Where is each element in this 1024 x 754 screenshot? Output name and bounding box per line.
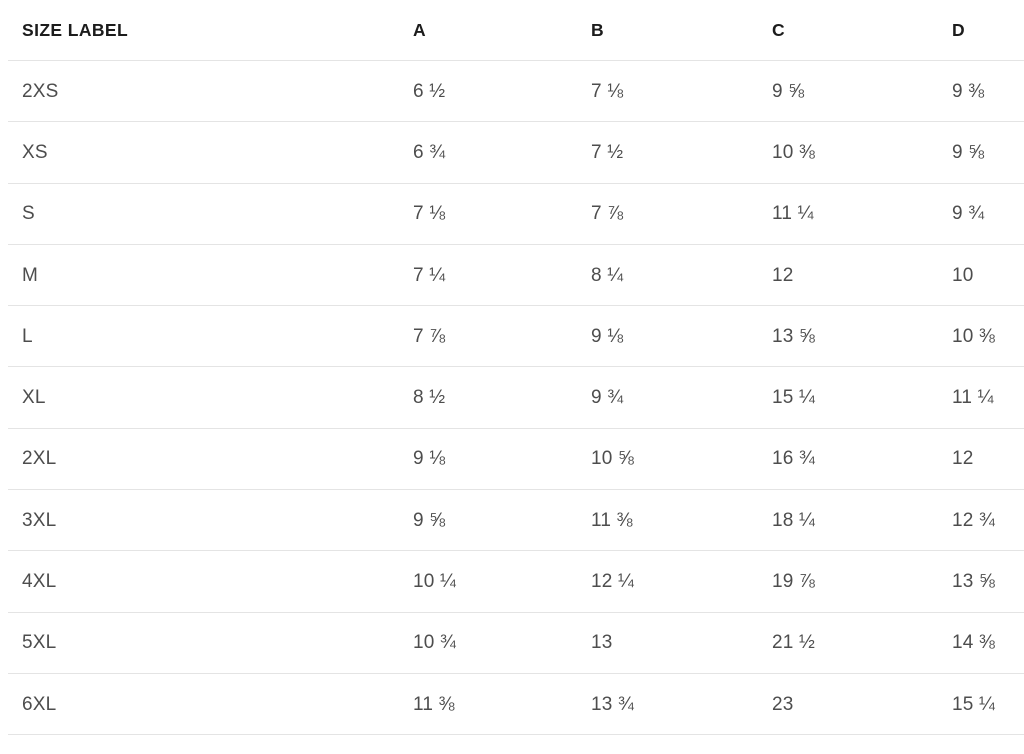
size-label-cell: 6XL (22, 693, 57, 715)
measurement-b-cell: 13 (591, 632, 613, 654)
measurement-d-cell: 9 ⅜ (952, 80, 985, 102)
measurement-a-cell: 9 ⅛ (413, 448, 446, 470)
measurement-a-cell: 8 ½ (413, 387, 446, 409)
column-header-a: A (413, 20, 427, 40)
measurement-b-cell: 10 ⅝ (591, 448, 635, 470)
measurement-d-cell: 9 ¾ (952, 203, 985, 225)
measurement-d-cell: 12 (952, 448, 974, 470)
table-row-4xl: 4XL 10 ¼ 12 ¼ 19 ⅞ 13 ⅝ (0, 551, 1024, 613)
table-row-5xl: 5XL 10 ¾ 13 21 ½ 14 ⅜ (0, 613, 1024, 675)
table-row-2xs: 2XS 6 ½ 7 ⅛ 9 ⅝ 9 ⅜ (0, 61, 1024, 123)
column-header-b: B (591, 20, 605, 40)
measurement-c-cell: 19 ⅞ (772, 571, 816, 593)
measurement-d-cell: 10 ⅜ (952, 325, 996, 347)
measurement-c-cell: 9 ⅝ (772, 80, 805, 102)
measurement-d-cell: 12 ¾ (952, 509, 996, 531)
size-label-cell: 3XL (22, 509, 57, 531)
size-label-cell: 4XL (22, 571, 57, 593)
measurement-b-cell: 7 ⅛ (591, 80, 624, 102)
measurement-c-cell: 23 (772, 693, 794, 715)
size-label-cell: L (22, 325, 33, 347)
measurement-b-cell: 8 ¼ (591, 264, 624, 286)
size-label-cell: S (22, 203, 35, 225)
table-row-6xl: 6XL 11 ⅜ 13 ¾ 23 15 ¼ (0, 674, 1024, 736)
measurement-a-cell: 10 ¾ (413, 632, 457, 654)
measurement-c-cell: 18 ¼ (772, 509, 816, 531)
table-row-s: S 7 ⅛ 7 ⅞ 11 ¼ 9 ¾ (0, 184, 1024, 246)
measurement-c-cell: 21 ½ (772, 632, 816, 654)
column-header-size-label: SIZE LABEL (22, 20, 129, 40)
measurement-b-cell: 7 ⅞ (591, 203, 624, 225)
measurement-d-cell: 13 ⅝ (952, 571, 996, 593)
size-label-cell: 2XS (22, 80, 59, 102)
measurement-b-cell: 9 ⅛ (591, 325, 624, 347)
measurement-c-cell: 10 ⅜ (772, 141, 816, 163)
column-header-d: D (952, 20, 966, 40)
measurement-b-cell: 7 ½ (591, 141, 624, 163)
measurement-c-cell: 11 ¼ (772, 203, 814, 225)
measurement-c-cell: 15 ¼ (772, 387, 816, 409)
size-label-cell: XL (22, 387, 46, 409)
measurement-d-cell: 14 ⅜ (952, 632, 996, 654)
measurement-d-cell: 11 ¼ (952, 387, 994, 409)
measurement-b-cell: 11 ⅜ (591, 509, 633, 531)
measurement-a-cell: 11 ⅜ (413, 693, 455, 715)
measurement-c-cell: 12 (772, 264, 794, 286)
measurement-a-cell: 7 ¼ (413, 264, 446, 286)
measurement-a-cell: 7 ⅛ (413, 203, 446, 225)
measurement-a-cell: 7 ⅞ (413, 325, 446, 347)
table-row-xl: XL 8 ½ 9 ¾ 15 ¼ 11 ¼ (0, 367, 1024, 430)
table-header-row: SIZE LABEL A B C D (0, 0, 1024, 61)
column-header-c: C (772, 20, 786, 40)
measurement-c-cell: 13 ⅝ (772, 325, 816, 347)
table-row-m: M 7 ¼ 8 ¼ 12 10 (0, 245, 1024, 307)
size-label-cell: 5XL (22, 632, 57, 654)
measurement-b-cell: 13 ¾ (591, 693, 635, 715)
size-label-cell: XS (22, 141, 48, 163)
measurement-a-cell: 6 ½ (413, 80, 446, 102)
measurement-d-cell: 10 (952, 264, 974, 286)
measurement-c-cell: 16 ¾ (772, 448, 816, 470)
measurement-d-cell: 9 ⅝ (952, 141, 985, 163)
table-row-l: L 7 ⅞ 9 ⅛ 13 ⅝ 10 ⅜ (0, 306, 1024, 368)
measurement-a-cell: 6 ¾ (413, 141, 446, 163)
measurement-d-cell: 15 ¼ (952, 693, 996, 715)
size-label-cell: M (22, 264, 39, 286)
measurement-a-cell: 9 ⅝ (413, 509, 446, 531)
table-row-xs: XS 6 ¾ 7 ½ 10 ⅜ 9 ⅝ (0, 122, 1024, 184)
size-label-cell: 2XL (22, 448, 57, 470)
measurement-a-cell: 10 ¼ (413, 571, 457, 593)
measurement-b-cell: 9 ¾ (591, 387, 624, 409)
table-row-3xl: 3XL 9 ⅝ 11 ⅜ 18 ¼ 12 ¾ (0, 490, 1024, 552)
measurement-b-cell: 12 ¼ (591, 571, 635, 593)
table-row-2xl: 2XL 9 ⅛ 10 ⅝ 16 ¾ 12 (0, 429, 1024, 491)
